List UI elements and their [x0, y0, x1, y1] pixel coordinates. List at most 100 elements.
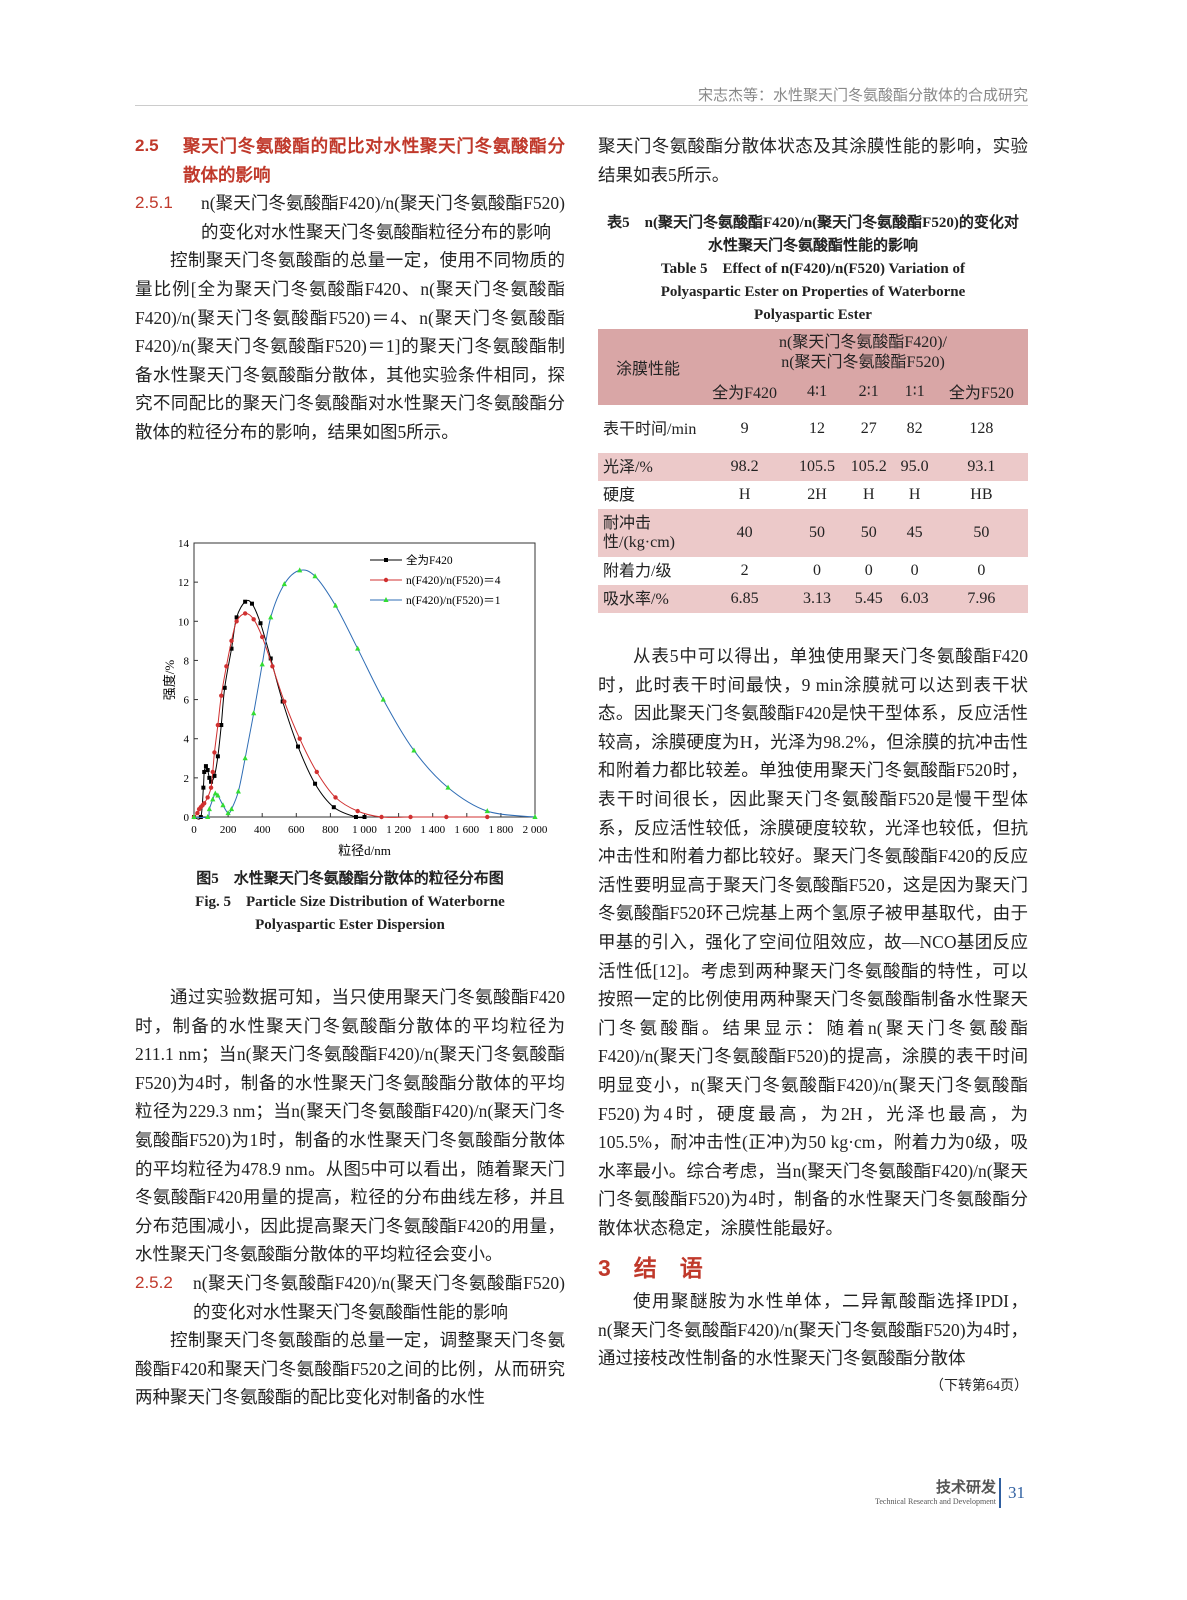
group-header-line: n(聚天门冬氨酸酯F520): [781, 354, 945, 371]
data-point: [202, 769, 207, 774]
data-point: [251, 617, 256, 622]
data-point: [203, 764, 208, 769]
cell: 12: [809, 420, 826, 437]
data-point: [484, 808, 490, 814]
paragraph: 从表5中可以得出，单独使用聚天门冬氨酸酯F420时，此时表干时间最快，9 min…: [598, 646, 1028, 1238]
cell: HB: [970, 486, 993, 503]
data-point: [355, 645, 361, 651]
row-label: 硬度: [603, 486, 636, 504]
table-header-row: 涂膜性能 n(聚天门冬氨酸酯F420)/ n(聚天门冬氨酸酯F520): [598, 329, 1028, 378]
cell: 3.13: [803, 590, 832, 607]
data-point: [444, 814, 449, 820]
data-point: [251, 710, 257, 716]
data-point: [222, 685, 227, 690]
column-header: 全为F520: [948, 385, 1014, 402]
cell: 0: [910, 562, 919, 579]
header-rule: [135, 105, 1028, 106]
data-point: [268, 656, 273, 661]
section-title: n(聚天门冬氨酸酯F420)/n(聚天门冬氨酸酯F520)的变化对水性聚天门冬氨…: [201, 193, 565, 242]
data-point: [313, 781, 318, 786]
data-point: [353, 815, 358, 819]
data-point: [258, 621, 263, 626]
section-number: 2.5.2: [135, 1272, 173, 1292]
cell: 2H: [807, 486, 827, 503]
data-point: [207, 775, 212, 780]
data-point: [201, 785, 206, 790]
data-point: [260, 634, 265, 640]
data-point: [215, 754, 220, 759]
paragraph: 控制聚天门冬氨酸酯的总量一定，使用不同物质的量比例[全为聚天门冬氨酸酯F420、…: [135, 250, 565, 442]
data-point: [297, 736, 302, 741]
data-point: [212, 790, 218, 796]
cell: 50: [860, 524, 877, 541]
cell: 6.85: [730, 590, 759, 607]
data-point: [281, 581, 287, 587]
data-point: [408, 814, 413, 820]
data-point: [206, 806, 212, 812]
data-point: [297, 567, 303, 573]
data-point: [331, 805, 336, 810]
data-point: [242, 611, 248, 616]
data-point: [202, 801, 207, 806]
data-point: [332, 602, 339, 608]
cell: 95.0: [900, 458, 929, 475]
table-row: 光泽/% 98.2 105.5 105.2 95.0 93.1: [598, 453, 1028, 481]
row-label: 表干时间/min: [603, 420, 697, 438]
x-tick-label: 400: [254, 824, 271, 836]
y-tick-label: 0: [184, 812, 190, 824]
table-row: 硬度 H 2H H H HB: [598, 481, 1028, 509]
data-point: [379, 814, 384, 820]
section-number: 2.5.1: [135, 193, 173, 213]
cell: 40: [736, 524, 753, 541]
data-point: [380, 696, 386, 702]
data-point: [210, 796, 216, 802]
data-point: [333, 795, 338, 800]
data-point: [195, 810, 200, 816]
cell: 7.96: [967, 590, 996, 607]
page-number: 31: [1008, 1483, 1025, 1502]
x-tick-label: 1 400: [420, 824, 445, 836]
cell: H: [862, 486, 875, 503]
data-point: [219, 723, 224, 728]
x-tick-label: 800: [322, 824, 339, 836]
legend-label: 全为F420: [406, 553, 453, 567]
section-title: n(聚天门冬氨酸酯F420)/n(聚天门冬氨酸酯F520)的变化对水性聚天门冬氨…: [193, 1272, 565, 1322]
cell: 50: [973, 524, 990, 541]
column-header: 全为F420: [712, 385, 778, 402]
cell: 27: [860, 420, 877, 437]
data-point: [411, 747, 417, 753]
cell: 45: [906, 524, 923, 541]
legend-label: n(F420)/n(F520)＝4: [406, 575, 501, 587]
section-2-5-heading: 2.5 聚天门冬氨酸酯的配比对水性聚天门冬氨酸酯分散体的影响: [135, 132, 565, 189]
table-caption-cn: 表5 n(聚天门冬氨酸酯F420)/n(聚天门冬氨酸酯F520)的变化对水性聚天…: [607, 215, 1019, 254]
footer-section-cn: 技术研发: [935, 1478, 996, 1496]
paragraph: 通过实验数据可知，当只使用聚天门冬氨酸酯F420时，制备的水性聚天门冬氨酸酯分散…: [135, 987, 565, 1265]
left-column-lower: 通过实验数据可知，当只使用聚天门冬氨酸酯F420时，制备的水性聚天门冬氨酸酯分散…: [135, 983, 565, 1412]
x-tick-label: 1 000: [352, 824, 377, 836]
paragraph: 使用聚醚胺为水性单体，二异氰酸酯选择IPDI，n(聚天门冬氨酸酯F420)/n(…: [598, 1291, 1028, 1369]
table-row: 吸水率/% 6.85 3.13 5.45 6.03 7.96: [598, 585, 1028, 613]
right-column-top: 聚天门冬氨酸酯分散体状态及其涂膜性能的影响，实验结果如表5所示。: [598, 132, 1028, 189]
data-point: [383, 577, 389, 583]
table-caption: 表5 n(聚天门冬氨酸酯F420)/n(聚天门冬氨酸酯F520)的变化对水性聚天…: [598, 212, 1028, 327]
data-point: [259, 661, 265, 667]
data-point: [235, 788, 241, 794]
data-point: [219, 693, 224, 698]
data-point: [384, 558, 388, 562]
x-axis-label: 粒径d/nm: [338, 843, 391, 858]
y-tick-label: 10: [178, 616, 190, 628]
data-point: [383, 597, 389, 602]
data-point: [249, 601, 254, 606]
data-point: [314, 769, 319, 775]
data-point: [234, 615, 239, 620]
data-point: [224, 664, 229, 669]
column-header: 4∶1: [806, 383, 828, 400]
cell: 2: [740, 562, 749, 579]
data-point: [229, 646, 234, 651]
cell: 93.1: [967, 458, 996, 475]
figure-caption-cn: 图5 水性聚天门冬氨酸酯分散体的粒径分布图: [196, 871, 504, 887]
data-point: [205, 795, 210, 800]
figure-caption: 图5 水性聚天门冬氨酸酯分散体的粒径分布图 Fig. 5 Particle Si…: [135, 868, 565, 937]
data-point: [210, 769, 215, 775]
footer-section: 技术研发 Technical Research and Development: [820, 1476, 996, 1506]
